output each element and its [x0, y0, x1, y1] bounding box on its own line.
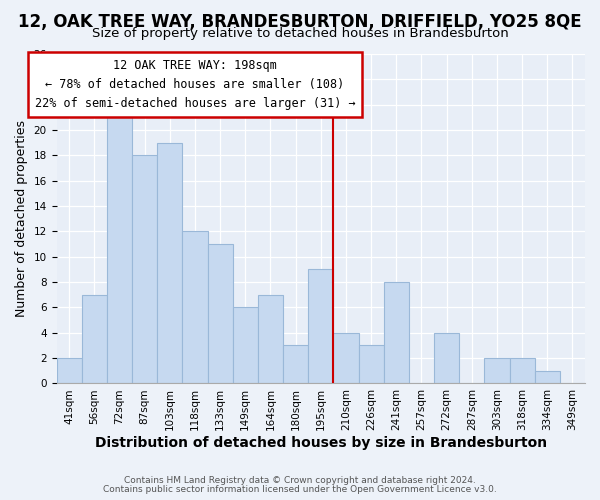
- Bar: [484, 358, 509, 384]
- Text: 12, OAK TREE WAY, BRANDESBURTON, DRIFFIELD, YO25 8QE: 12, OAK TREE WAY, BRANDESBURTON, DRIFFIE…: [18, 12, 582, 30]
- Bar: [208, 244, 233, 384]
- Bar: [308, 270, 334, 384]
- Text: Contains public sector information licensed under the Open Government Licence v3: Contains public sector information licen…: [103, 484, 497, 494]
- Text: Contains HM Land Registry data © Crown copyright and database right 2024.: Contains HM Land Registry data © Crown c…: [124, 476, 476, 485]
- Bar: [283, 346, 308, 384]
- Bar: [535, 371, 560, 384]
- Bar: [233, 308, 258, 384]
- Text: 12 OAK TREE WAY: 198sqm
← 78% of detached houses are smaller (108)
22% of semi-d: 12 OAK TREE WAY: 198sqm ← 78% of detache…: [35, 59, 355, 110]
- Bar: [56, 358, 82, 384]
- Bar: [82, 295, 107, 384]
- Text: Size of property relative to detached houses in Brandesburton: Size of property relative to detached ho…: [92, 28, 508, 40]
- Bar: [334, 333, 359, 384]
- Bar: [258, 295, 283, 384]
- Bar: [157, 142, 182, 384]
- Y-axis label: Number of detached properties: Number of detached properties: [15, 120, 28, 317]
- Bar: [182, 232, 208, 384]
- Bar: [434, 333, 459, 384]
- X-axis label: Distribution of detached houses by size in Brandesburton: Distribution of detached houses by size …: [95, 436, 547, 450]
- Bar: [509, 358, 535, 384]
- Bar: [107, 104, 132, 384]
- Bar: [383, 282, 409, 384]
- Bar: [132, 156, 157, 384]
- Bar: [359, 346, 383, 384]
